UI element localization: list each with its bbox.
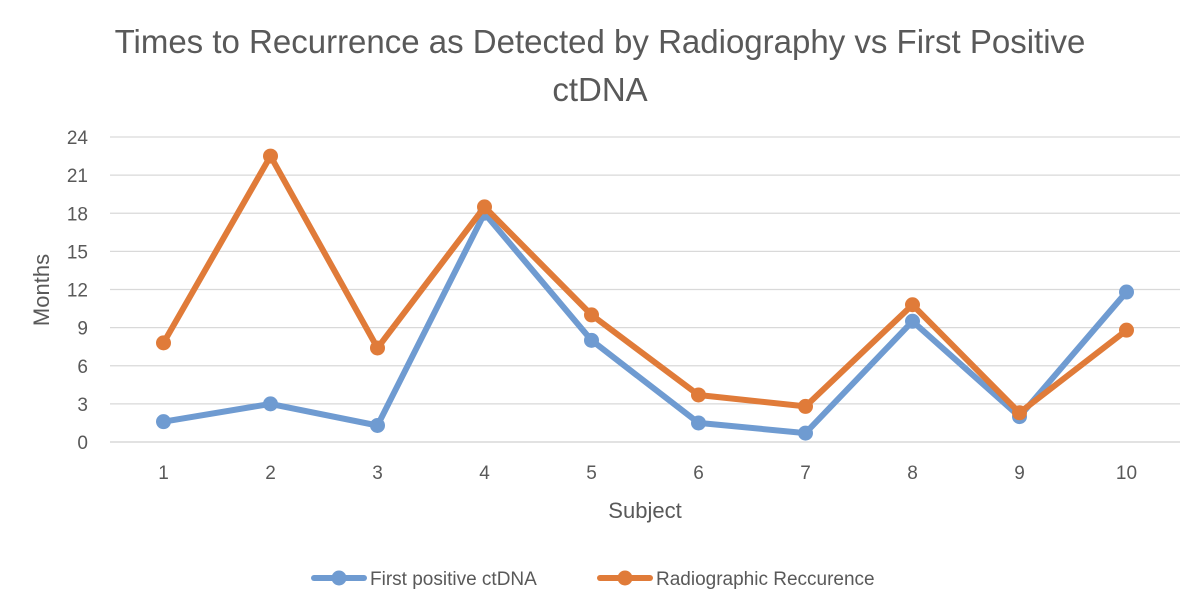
data-point	[584, 332, 599, 348]
series	[156, 148, 1134, 441]
series-1	[156, 205, 1134, 441]
data-point	[1012, 405, 1027, 421]
legend-item: Radiographic Reccurence	[597, 569, 875, 590]
data-point	[263, 396, 278, 412]
legend-swatch-marker	[617, 570, 633, 586]
y-tick-label: 15	[67, 242, 88, 263]
x-tick-label: 10	[1116, 463, 1137, 484]
x-tick-label: 3	[372, 463, 383, 484]
legend-swatch-marker	[331, 570, 347, 586]
data-point	[905, 313, 920, 329]
y-tick-label: 0	[77, 433, 88, 454]
x-tick-label: 1	[158, 463, 169, 484]
data-point	[798, 425, 813, 441]
series-line	[160, 153, 1130, 416]
y-tick-label: 6	[77, 357, 88, 378]
legend-label: Radiographic Reccurence	[656, 569, 875, 590]
data-point	[156, 414, 171, 430]
x-tick-label: 4	[479, 463, 490, 484]
x-axis-title: Subject	[608, 498, 681, 523]
x-tick-label: 5	[586, 463, 597, 484]
x-tick-label: 2	[265, 463, 276, 484]
y-axis-title: Months	[29, 254, 54, 326]
data-point	[1119, 322, 1134, 338]
chart-title-line-1: Times to Recurrence as Detected by Radio…	[114, 23, 1086, 60]
legend-item: First positive ctDNA	[311, 569, 537, 590]
data-point	[370, 340, 385, 356]
data-point	[370, 417, 385, 433]
data-point	[905, 297, 920, 313]
chart-title-line-2: ctDNA	[552, 71, 648, 108]
data-point	[477, 199, 492, 215]
x-tick-label: 8	[907, 463, 918, 484]
y-tick-label: 18	[67, 204, 88, 225]
data-point	[691, 387, 706, 403]
chart-title: Times to Recurrence as Detected by Radio…	[0, 18, 1200, 114]
y-tick-label: 12	[67, 281, 88, 302]
data-point	[798, 398, 813, 414]
legend: First positive ctDNA Radiographic Reccure…	[311, 569, 875, 590]
data-point	[1119, 284, 1134, 300]
series-line	[160, 210, 1130, 437]
gridlines	[110, 136, 1180, 405]
x-tick-label: 9	[1014, 463, 1025, 484]
y-tick-label: 9	[77, 319, 88, 340]
y-tick-label: 24	[67, 128, 89, 149]
y-tick-label: 3	[77, 395, 88, 416]
series-2	[156, 148, 1134, 421]
y-tick-label: 21	[67, 166, 88, 187]
x-tick-label: 7	[800, 463, 811, 484]
data-point	[156, 335, 171, 351]
x-tick-label: 6	[693, 463, 704, 484]
data-point	[691, 415, 706, 431]
data-point	[263, 148, 278, 164]
legend-label: First positive ctDNA	[370, 569, 537, 590]
data-point	[584, 307, 599, 323]
